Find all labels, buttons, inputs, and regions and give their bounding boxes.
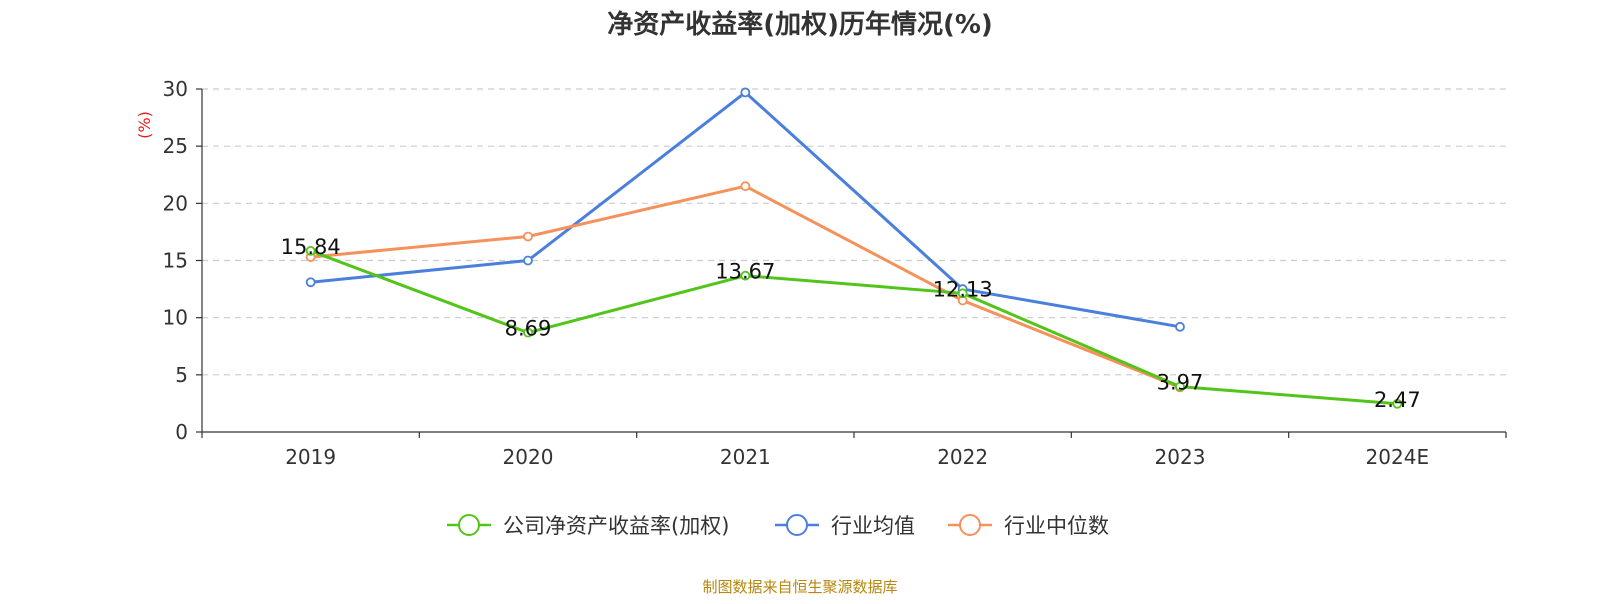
y-tick-label: 10 (163, 306, 188, 330)
source-note: 制图数据来自恒生聚源数据库 (702, 578, 897, 596)
y-tick-label: 25 (163, 134, 188, 158)
y-axis-label: (%) (135, 111, 154, 139)
series (305, 87, 1403, 409)
y-tick-label: 0 (175, 420, 188, 444)
series-line-2 (305, 181, 1185, 393)
data-point[interactable] (740, 87, 751, 98)
x-tick-label: 2019 (285, 445, 336, 469)
data-point[interactable] (523, 255, 533, 266)
series-path (310, 184, 1181, 389)
data-label: 3.97 (1157, 371, 1204, 395)
data-point[interactable] (523, 327, 533, 338)
data-labels: 15.84 8.69 13.67 12.13 3.97 2.47 (281, 235, 1421, 412)
legend-item-1[interactable]: 行业均值 (775, 514, 915, 538)
x-tick-label: 2022 (937, 445, 988, 469)
legend-item-2[interactable]: 行业中位数 (948, 514, 1109, 538)
data-label: 2.47 (1374, 388, 1421, 412)
data-point[interactable] (1175, 321, 1185, 332)
data-point[interactable] (740, 181, 751, 192)
grid (202, 88, 1506, 376)
x-tick-label: 2023 (1155, 445, 1206, 469)
y-tick-label: 30 (163, 77, 188, 101)
legend-swatch-marker (959, 514, 981, 536)
y-tick-label: 5 (175, 363, 188, 387)
y-tick-label: 15 (163, 249, 188, 273)
legend-swatch-marker (458, 514, 480, 536)
data-point[interactable] (305, 245, 316, 256)
data-point[interactable] (1392, 398, 1403, 409)
x-tick-label: 2024E (1366, 445, 1430, 469)
data-point[interactable] (523, 231, 533, 242)
data-point[interactable] (1175, 381, 1185, 392)
data-point[interactable] (305, 277, 316, 288)
data-label: 13.67 (715, 260, 775, 284)
data-point[interactable] (740, 270, 751, 281)
chart-title: 净资产收益率(加权)历年情况(%) (607, 9, 993, 40)
axes: 0 5 10 15 20 25 30 2019 2020 2021 2022 2023 2024E (163, 77, 1507, 469)
legend-swatch-marker (786, 514, 808, 536)
legend[interactable]: 公司净资产收益率(加权) 行业均值 行业中位数 (447, 514, 1109, 538)
data-point[interactable] (957, 288, 968, 299)
data-label: 12.13 (933, 277, 993, 301)
series-path (310, 90, 1181, 329)
data-label: 15.84 (281, 235, 341, 259)
legend-label: 行业均值 (831, 514, 915, 538)
y-tick-label: 20 (163, 191, 188, 215)
series-path (310, 249, 1398, 406)
x-tick-label: 2020 (503, 445, 554, 469)
x-tick-label: 2021 (720, 445, 771, 469)
legend-item-0[interactable]: 公司净资产收益率(加权) (447, 514, 729, 538)
legend-label: 行业中位数 (1004, 514, 1109, 538)
data-label: 8.69 (505, 317, 552, 341)
series-line-0 (305, 245, 1403, 409)
series-line-1 (305, 87, 1185, 332)
legend-label: 公司净资产收益率(加权) (503, 514, 729, 538)
